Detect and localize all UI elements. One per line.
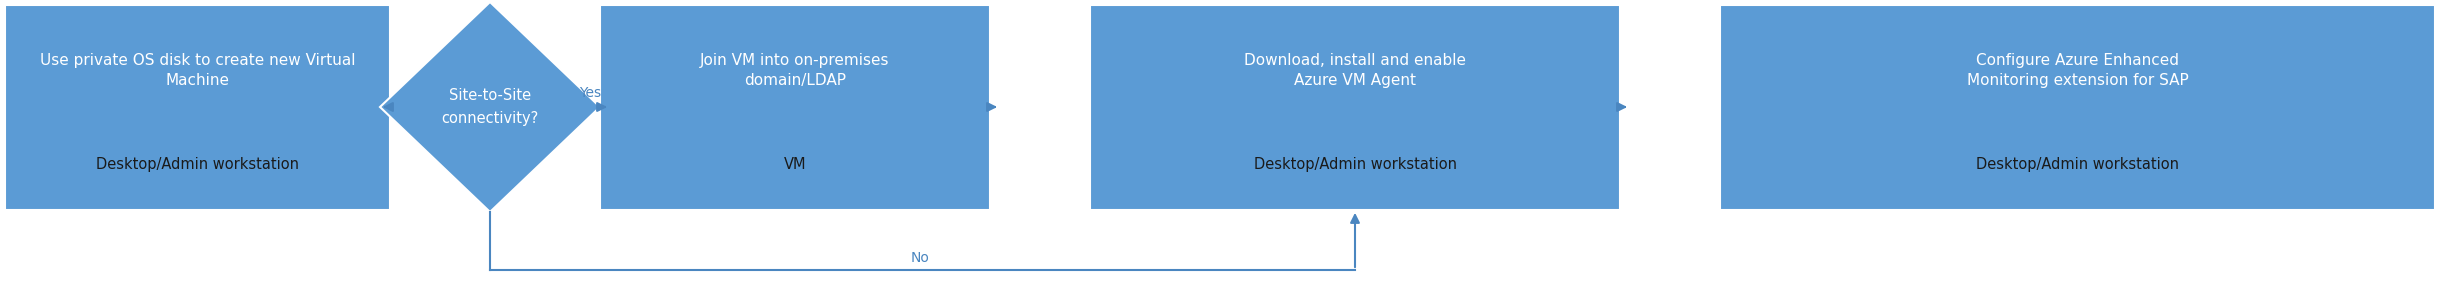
Polygon shape [381,2,600,212]
Text: No: No [910,251,930,265]
Text: connectivity?: connectivity? [442,112,539,127]
Text: Site-to-Site: Site-to-Site [449,88,532,103]
Text: Configure Azure Enhanced
Monitoring extension for SAP: Configure Azure Enhanced Monitoring exte… [1967,53,2189,88]
Text: Desktop/Admin workstation: Desktop/Admin workstation [95,158,300,172]
Text: Desktop/Admin workstation: Desktop/Admin workstation [1254,158,1457,172]
Text: Join VM into on-premises
domain/LDAP: Join VM into on-premises domain/LDAP [700,53,891,88]
FancyBboxPatch shape [1091,5,1620,210]
Text: Download, install and enable
Azure VM Agent: Download, install and enable Azure VM Ag… [1244,53,1466,88]
Text: VM: VM [783,158,805,172]
FancyBboxPatch shape [1720,5,2435,210]
Text: Use private OS disk to create new Virtual
Machine: Use private OS disk to create new Virtua… [39,53,356,88]
FancyBboxPatch shape [5,5,390,210]
Text: Desktop/Admin workstation: Desktop/Admin workstation [1976,158,2179,172]
Text: Yes: Yes [578,86,600,100]
FancyBboxPatch shape [600,5,991,210]
